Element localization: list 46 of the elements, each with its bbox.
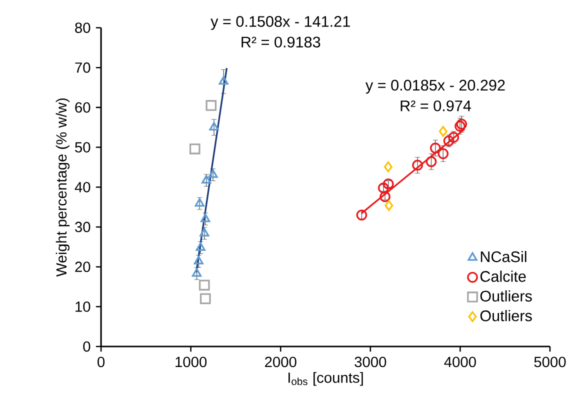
point (200, 293, 211, 304)
x-axis-title: I$_{obs}$ [counts] (288, 372, 363, 386)
point (208, 169, 218, 178)
y-tick-label: 10 (76, 301, 90, 312)
x-tick-label: 2000 (265, 356, 296, 367)
y-tick-label: 80 (75, 22, 90, 33)
point (206, 100, 217, 111)
point (426, 156, 437, 167)
point (438, 148, 449, 159)
point (200, 213, 210, 222)
legend-label: Calcite (480, 270, 526, 282)
annotation: R² = 0.974 (400, 100, 471, 112)
point (380, 191, 390, 202)
legend-label: NCaSil (480, 250, 526, 262)
point (384, 200, 394, 211)
point (356, 209, 368, 220)
y-tick-label: 0 (83, 341, 90, 352)
y-tick-label: 70 (75, 62, 90, 73)
point (430, 142, 441, 154)
annotation: y = 0.0185x - 20.292 (366, 80, 505, 94)
y-tick-label: 30 (75, 222, 90, 232)
legend-label: Outliers (480, 310, 532, 322)
y-tick-label: 50 (75, 142, 90, 152)
point (412, 160, 423, 170)
x-tick-label: 3000 (354, 356, 386, 367)
point (218, 76, 228, 85)
y-tick-label: 60 (75, 102, 90, 112)
point (209, 122, 219, 130)
annotation: y = 0.1508x - 141.21 (210, 16, 350, 30)
annotation: R² = 0.9183 (242, 36, 320, 48)
x-tick-label: 1000 (176, 356, 207, 367)
point (196, 242, 206, 251)
y-tick-label: 40 (74, 182, 90, 192)
point (438, 126, 448, 137)
point (198, 280, 210, 290)
x-tick-label: 5000 (534, 356, 566, 367)
x-tick-label: 4000 (444, 356, 476, 367)
point (189, 143, 200, 154)
point (378, 182, 389, 194)
y-tick-label: 20 (75, 261, 90, 272)
x-tick-label: 0 (98, 356, 105, 367)
y-axis-title: Weight percentage (% w/w) (56, 98, 70, 277)
legend-label: Outliers (480, 290, 532, 302)
point (382, 178, 394, 190)
point (194, 198, 204, 206)
point (384, 161, 392, 172)
